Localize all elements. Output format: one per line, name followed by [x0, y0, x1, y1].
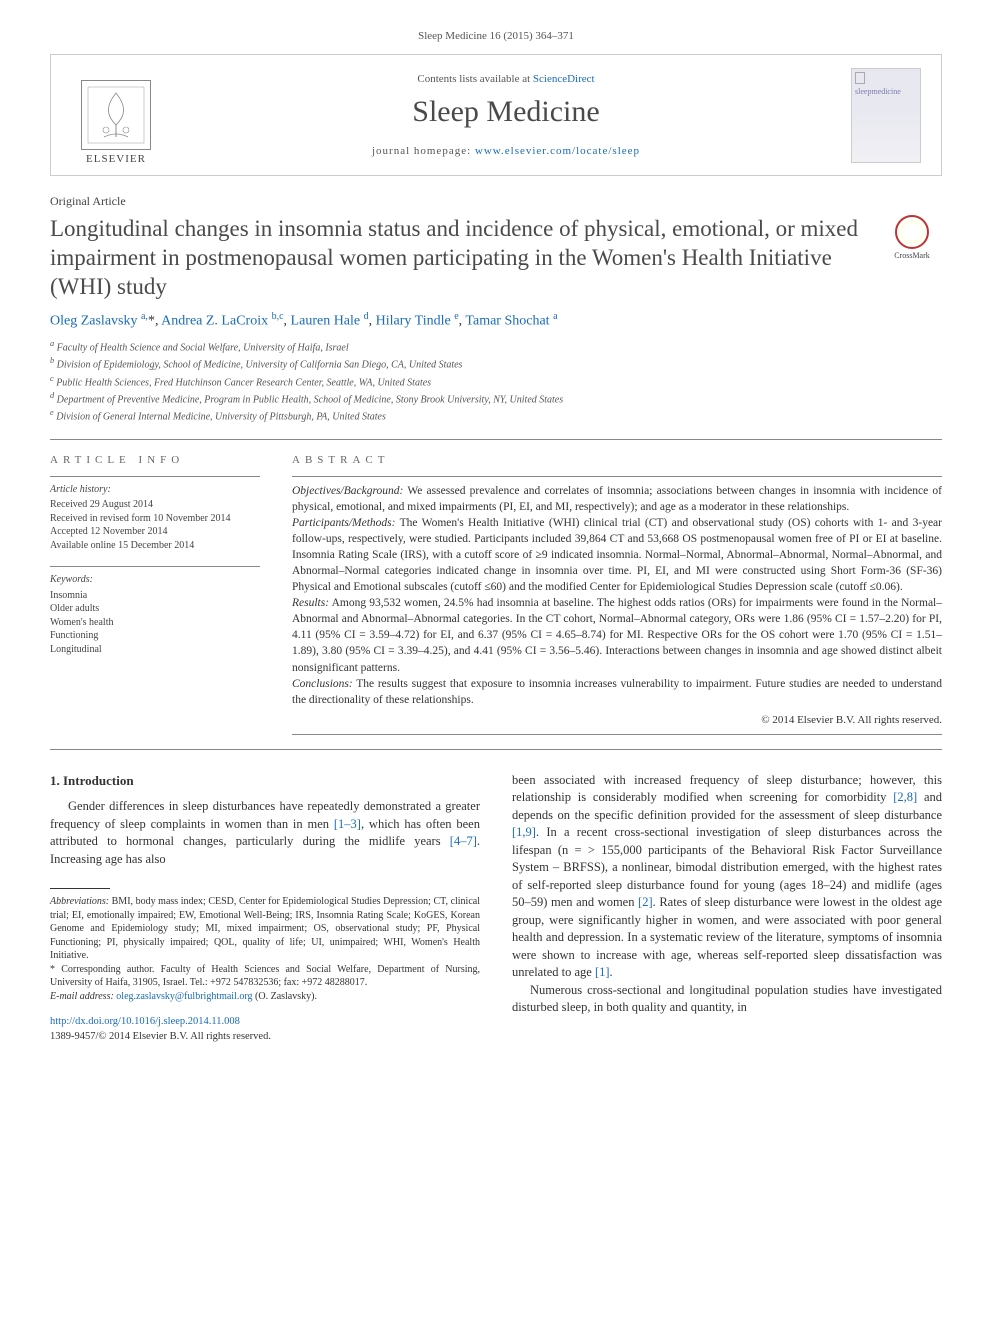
abstract-section: Conclusions: The results suggest that ex…	[292, 676, 942, 708]
affiliation-line: a Faculty of Health Science and Social W…	[50, 338, 942, 355]
homepage-link[interactable]: www.elsevier.com/locate/sleep	[475, 145, 640, 157]
author-link[interactable]: Tamar Shochat	[465, 314, 549, 329]
corr-label: * Corresponding author.	[50, 964, 154, 975]
abstract-section: Objectives/Background: We assessed preva…	[292, 483, 942, 515]
keyword: Longitudinal	[50, 643, 260, 657]
abstract-copyright: © 2014 Elsevier B.V. All rights reserved…	[292, 714, 942, 726]
info-rule-2	[50, 566, 260, 567]
intro-para-1: Gender differences in sleep disturbances…	[50, 798, 480, 868]
abstract-rule-bottom	[292, 734, 942, 735]
crossmark-badge[interactable]: CrossMark	[882, 215, 942, 260]
citation-text: Sleep Medicine 16 (2015) 364–371	[418, 30, 574, 42]
keyword: Women's health	[50, 616, 260, 630]
affiliation-line: d Department of Preventive Medicine, Pro…	[50, 390, 942, 407]
email-suffix: (O. Zaslavsky).	[253, 991, 317, 1002]
journal-homepage-line: journal homepage: www.elsevier.com/locat…	[161, 145, 851, 157]
author-link[interactable]: Hilary Tindle	[376, 314, 451, 329]
doi-link[interactable]: http://dx.doi.org/10.1016/j.sleep.2014.1…	[50, 1016, 240, 1027]
contents-lists-line: Contents lists available at ScienceDirec…	[161, 73, 851, 85]
section-rule-top	[50, 439, 942, 440]
intro-para-1-cont: been associated with increased frequency…	[512, 772, 942, 982]
cover-label: sleepmedicine	[855, 87, 901, 96]
author-link[interactable]: Andrea Z. LaCroix	[161, 314, 268, 329]
cover-mini-icon	[855, 72, 865, 84]
journal-header-box: ELSEVIER Contents lists available at Sci…	[50, 54, 942, 176]
journal-title: Sleep Medicine	[161, 95, 851, 129]
homepage-prefix: journal homepage:	[372, 145, 475, 157]
doi-line[interactable]: http://dx.doi.org/10.1016/j.sleep.2014.1…	[50, 1015, 480, 1030]
article-history-block: Article history: Received 29 August 2014…	[50, 483, 260, 553]
contents-prefix: Contents lists available at	[417, 73, 532, 85]
footnote-rule	[50, 888, 110, 889]
author-link[interactable]: Oleg Zaslavsky	[50, 314, 137, 329]
header-center: Contents lists available at ScienceDirec…	[161, 73, 851, 157]
section-rule-bottom	[50, 749, 942, 750]
abstract-column: ABSTRACT Objectives/Background: We asses…	[292, 454, 942, 735]
history-line: Received 29 August 2014	[50, 498, 260, 512]
running-citation: Sleep Medicine 16 (2015) 364–371	[50, 30, 942, 42]
keywords-label: Keywords:	[50, 573, 260, 587]
column-left: 1. Introduction Gender differences in sl…	[50, 772, 480, 1045]
title-row: Longitudinal changes in insomnia status …	[50, 215, 942, 311]
abstract-section: Participants/Methods: The Women's Health…	[292, 515, 942, 595]
keyword: Insomnia	[50, 589, 260, 603]
sciencedirect-link[interactable]: ScienceDirect	[533, 73, 595, 85]
meta-abstract-row: ARTICLE INFO Article history: Received 2…	[50, 454, 942, 735]
intro-heading: 1. Introduction	[50, 772, 480, 790]
abstract-body: Objectives/Background: We assessed preva…	[292, 483, 942, 708]
crossmark-icon	[895, 215, 929, 249]
issn-line: 1389-9457/© 2014 Elsevier B.V. All right…	[50, 1030, 480, 1045]
column-right: been associated with increased frequency…	[512, 772, 942, 1045]
email-link[interactable]: oleg.zaslavsky@fulbrightmail.org	[116, 991, 252, 1002]
body-columns: 1. Introduction Gender differences in sl…	[50, 772, 942, 1045]
article-title: Longitudinal changes in insomnia status …	[50, 215, 868, 301]
history-line: Received in revised form 10 November 201…	[50, 512, 260, 526]
abbrev-label: Abbreviations:	[50, 896, 109, 907]
keyword: Older adults	[50, 602, 260, 616]
author-link[interactable]: Lauren Hale	[291, 314, 361, 329]
intro-para-2: Numerous cross-sectional and longitudina…	[512, 982, 942, 1017]
history-line: Accepted 12 November 2014	[50, 525, 260, 539]
journal-cover-thumbnail: sleepmedicine	[851, 68, 921, 163]
affiliation-line: e Division of General Internal Medicine,…	[50, 407, 942, 424]
email-footnote: E-mail address: oleg.zaslavsky@fulbright…	[50, 990, 480, 1004]
crossmark-label: CrossMark	[894, 251, 930, 260]
publisher-logo-block: ELSEVIER	[71, 65, 161, 165]
abstract-section: Results: Among 93,532 women, 24.5% had i…	[292, 595, 942, 675]
keywords-block: Keywords: InsomniaOlder adultsWomen's he…	[50, 573, 260, 656]
abbrev-text: BMI, body mass index; CESD, Center for E…	[50, 896, 480, 961]
corresponding-footnote: * Corresponding author. Faculty of Healt…	[50, 963, 480, 990]
elsevier-tree-icon	[81, 80, 151, 150]
abstract-heading: ABSTRACT	[292, 454, 942, 466]
author-list: Oleg Zaslavsky a,*, Andrea Z. LaCroix b,…	[50, 311, 942, 330]
article-info-column: ARTICLE INFO Article history: Received 2…	[50, 454, 260, 735]
affiliations-block: a Faculty of Health Science and Social W…	[50, 338, 942, 425]
email-label: E-mail address:	[50, 991, 116, 1002]
elsevier-label: ELSEVIER	[86, 153, 146, 165]
keyword: Functioning	[50, 629, 260, 643]
info-rule	[50, 476, 260, 477]
article-type: Original Article	[50, 194, 942, 209]
article-info-heading: ARTICLE INFO	[50, 454, 260, 466]
affiliation-line: b Division of Epidemiology, School of Me…	[50, 355, 942, 372]
abbreviations-footnote: Abbreviations: BMI, body mass index; CES…	[50, 895, 480, 963]
history-label: Article history:	[50, 483, 260, 497]
history-line: Available online 15 December 2014	[50, 539, 260, 553]
abstract-rule	[292, 476, 942, 477]
affiliation-line: c Public Health Sciences, Fred Hutchinso…	[50, 373, 942, 390]
